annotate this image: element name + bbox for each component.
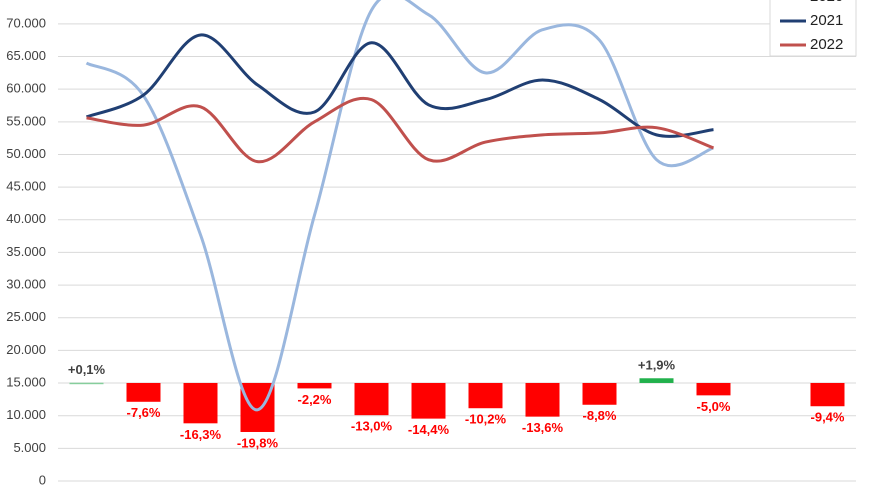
legend-label: 2021 [810,12,843,29]
change-label: -14,4% [408,422,450,437]
legend-label: 2022 [810,36,843,53]
y-tick-label: 20.000 [6,342,46,357]
y-tick-label: 50.000 [6,146,46,161]
series-line [85,0,715,412]
change-label: -2,2% [298,392,332,407]
y-tick-label: 25.000 [6,309,46,324]
change-bar [297,382,332,389]
change-label: -19,8% [237,435,279,450]
change-bar [69,382,104,385]
change-bar [696,382,731,396]
legend-box [769,0,857,57]
change-label: -13,6% [522,420,564,435]
y-tick-label: 15.000 [6,374,46,389]
change-bar [810,382,845,407]
change-label: -8,8% [583,408,617,423]
change-label: -13,0% [351,419,393,434]
y-tick-label: 65.000 [6,48,46,63]
y-tick-label: 40.000 [6,211,46,226]
y-tick-label: 70.000 [6,15,46,30]
y-tick-label: 35.000 [6,244,46,259]
change-label: -7,6% [127,405,161,420]
change-bar [183,382,218,424]
y-tick-label: 55.000 [6,113,46,128]
series-line [85,33,714,138]
change-bar [639,378,674,383]
y-tick-label: 10.000 [6,407,46,422]
change-bar [354,382,389,416]
change-bar [411,382,446,419]
change-bar [582,382,617,405]
legend-label: 2020 [810,0,843,5]
change-label: -16,3% [180,427,222,442]
change-label: -10,2% [465,412,507,427]
series-line [86,96,715,164]
change-label: -5,0% [697,399,731,414]
y-tick-label: 60.000 [6,81,46,96]
y-tick-label: 30.000 [6,277,46,292]
y-tick-label: 0 [39,472,46,487]
change-bar [126,382,161,402]
change-bar [525,382,560,417]
change-label: -9,4% [811,410,845,425]
change-bar [468,382,503,409]
y-tick-label: 45.000 [6,179,46,194]
change-label: +0,1% [68,362,106,377]
y-tick-label: 5.000 [13,440,46,455]
change-label: +1,9% [638,358,676,373]
